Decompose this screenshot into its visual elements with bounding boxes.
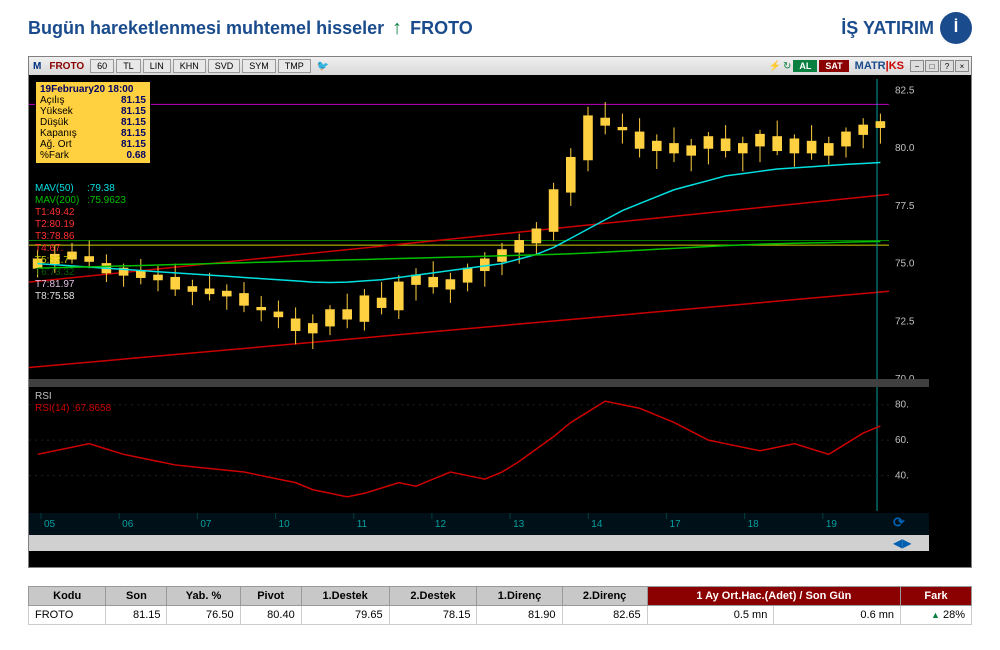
infobox-date: 19February20 18:00 [40,84,146,95]
sat-button[interactable]: SAT [819,60,848,72]
svg-text:RSI(14) :67.8658: RSI(14) :67.8658 [35,403,112,414]
svg-text:RSI: RSI [35,391,52,402]
tb-sym[interactable]: SYM [242,59,276,73]
title-text: Bugün hareketlenmesi muhtemel hisseler [28,18,384,39]
tb-tmp[interactable]: TMP [278,59,311,73]
summary-header-row: KoduSonYab. %Pivot1.Destek2.Destek1.Dire… [29,587,972,606]
svg-text:72.5: 72.5 [895,316,915,327]
chart-toolbar: M FROTO 60 TL LIN KHN SVD SYM TMP 🐦 ⚡ ↻ … [29,57,971,75]
th: 1.Destek [301,587,389,606]
bolt-icon[interactable]: ⚡ [768,61,780,72]
chart-panel: 70.072.575.077.580.082.540.60.80.RSIRSI(… [29,75,971,567]
matriks-logo: MATR|KS [851,60,908,72]
window-controls: − □ ? × [910,60,969,72]
tb-svd[interactable]: SVD [208,59,241,73]
th: Son [106,587,167,606]
th: Pivot [240,587,301,606]
svg-text:14: 14 [591,519,603,530]
svg-text:80.0: 80.0 [895,143,915,154]
svg-text:60.: 60. [895,435,909,446]
toolbar-symbol: FROTO [45,61,88,72]
chart-window: M FROTO 60 TL LIN KHN SVD SYM TMP 🐦 ⚡ ↻ … [28,56,972,568]
svg-text:05: 05 [44,519,56,530]
th: Yab. % [167,587,240,606]
svg-text:40.: 40. [895,471,909,482]
svg-text:17: 17 [669,519,681,530]
svg-text:18: 18 [748,519,760,530]
svg-text:06: 06 [122,519,134,530]
th: 2.Direnç [562,587,647,606]
tb-60[interactable]: 60 [90,59,114,73]
svg-text:13: 13 [513,519,525,530]
minimize-icon[interactable]: − [910,60,924,72]
svg-text:19: 19 [826,519,838,530]
th: Kodu [29,587,106,606]
tb-khn[interactable]: KHN [173,59,206,73]
svg-text:10: 10 [279,519,291,530]
svg-text:07: 07 [200,519,212,530]
page-title: Bugün hareketlenmesi muhtemel hisseler ↑… [28,17,473,40]
svg-text:⟳: ⟳ [893,514,905,530]
svg-text:82.5: 82.5 [895,86,915,97]
indicator-labels: MAV(50):79.38MAV(200):75.9623T1:49.42T2:… [35,183,126,303]
tb-tl[interactable]: TL [116,59,141,73]
brand-text: İŞ YATIRIM [841,18,934,39]
ohlc-infobox: 19February20 18:00 Açılış81.15Yüksek81.1… [35,81,151,164]
svg-text:◀▶: ◀▶ [893,536,912,550]
tb-lin[interactable]: LIN [143,59,171,73]
summary-table: KoduSonYab. %Pivot1.Destek2.Destek1.Dire… [28,586,972,625]
m-icon: M [31,61,43,72]
summary-table-wrap: KoduSonYab. %Pivot1.Destek2.Destek1.Dire… [28,586,972,625]
ticker-title: FROTO [410,18,473,39]
up-arrow-icon: ↑ [392,17,402,40]
chart-svg: 70.072.575.077.580.082.540.60.80.RSIRSI(… [29,75,969,567]
brand-emblem-icon: İ [940,12,972,44]
help-icon[interactable]: ? [940,60,954,72]
svg-text:75.0: 75.0 [895,259,915,270]
svg-text:77.5: 77.5 [895,201,915,212]
twitter-icon[interactable]: 🐦 [313,61,333,72]
close-icon[interactable]: × [955,60,969,72]
svg-text:12: 12 [435,519,447,530]
svg-text:80.: 80. [895,400,909,411]
th: 2.Destek [389,587,477,606]
maximize-icon[interactable]: □ [925,60,939,72]
brand: İŞ YATIRIM İ [841,12,972,44]
svg-text:11: 11 [357,519,368,530]
summary-data-row: FROTO81.1576.5080.4079.6578.1581.9082.65… [29,606,972,625]
al-button[interactable]: AL [793,60,817,72]
th: 1.Direnç [477,587,562,606]
refresh-icon[interactable]: ↻ [783,61,791,72]
